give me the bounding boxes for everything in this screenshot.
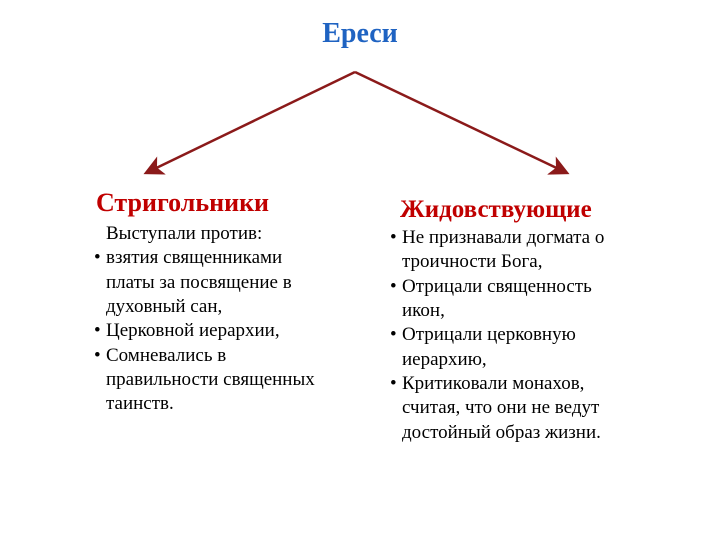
left-branch-list: взятия священниками платы за посвящение …	[92, 246, 327, 416]
list-item: Сомневались в правильности священных таи…	[106, 344, 327, 417]
arrow-right	[355, 72, 565, 172]
list-item: Критиковали монахов, считая, что они не …	[402, 372, 628, 445]
list-item: Отрицали священность икон,	[402, 275, 628, 324]
right-branch-body: Не признавали догмата о троичности Бога,…	[388, 226, 628, 445]
branch-arrows	[120, 62, 590, 182]
diagram-page: Ереси Стригольники Жидовствующие Выступа…	[0, 0, 720, 540]
list-item: Церковной иерархии,	[106, 319, 327, 343]
left-branch-body: Выступали против: взятия священниками пл…	[92, 222, 327, 417]
right-branch-heading: Жидовствующие	[400, 196, 592, 224]
arrow-left	[148, 72, 355, 172]
list-item: Не признавали догмата о троичности Бога,	[402, 226, 628, 275]
right-branch-list: Не признавали догмата о троичности Бога,…	[388, 226, 628, 445]
left-branch-intro: Выступали против:	[92, 222, 327, 246]
list-item: взятия священниками платы за посвящение …	[106, 246, 327, 319]
left-branch-heading: Стригольники	[96, 188, 269, 218]
page-title: Ереси	[0, 18, 720, 50]
list-item: Отрицали церковную иерархию,	[402, 323, 628, 372]
